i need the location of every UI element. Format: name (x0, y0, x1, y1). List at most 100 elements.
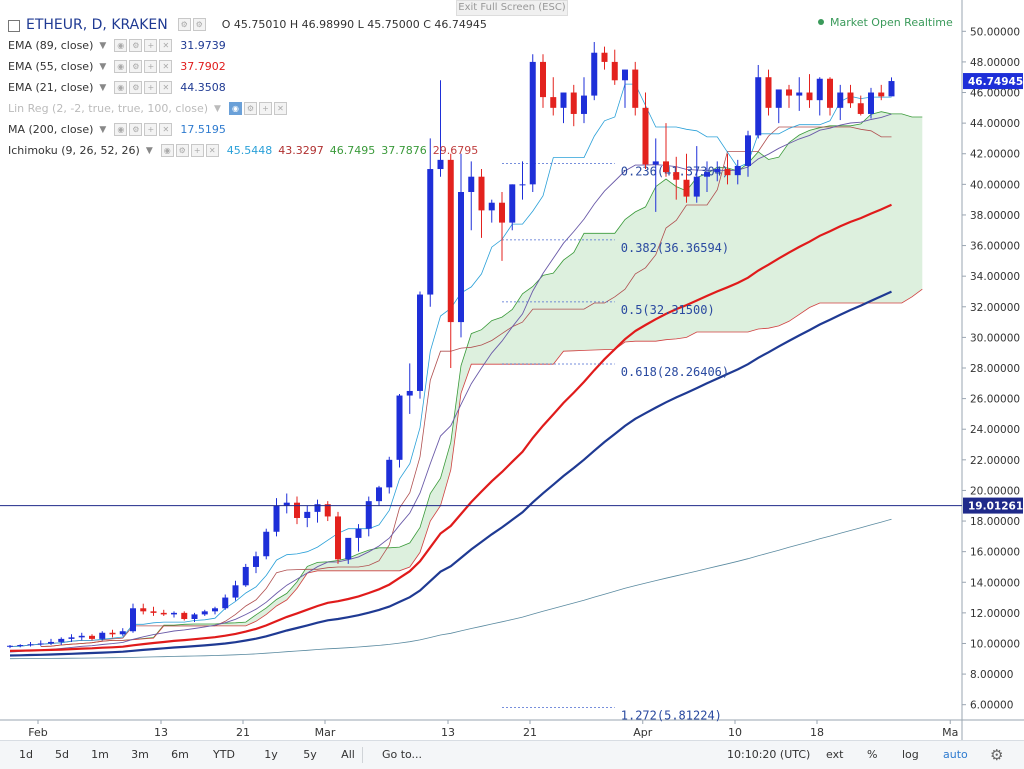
candle-body (437, 159, 444, 170)
timeframe-button[interactable]: 1m (91, 748, 109, 761)
candle-body (581, 95, 587, 114)
indicator-remove-icon[interactable]: ✕ (205, 144, 219, 157)
indicator-settings-icon[interactable]: ⚙ (129, 60, 143, 73)
auto-toggle[interactable]: auto (943, 748, 968, 761)
candle-body (406, 390, 413, 396)
indicator-remove-icon[interactable]: ✕ (159, 60, 173, 73)
timeframe-button[interactable]: 6m (171, 748, 189, 761)
indicator-row[interactable]: EMA (89, close) ▼ ◉ ⚙ + ✕ 31.9739 (8, 35, 487, 56)
indicator-settings-icon[interactable]: ⚙ (129, 81, 143, 94)
indicator-eye-icon[interactable]: ◉ (228, 102, 242, 115)
candle-body (37, 643, 44, 645)
candle-body (704, 172, 710, 177)
indicator-remove-icon[interactable]: ✕ (273, 102, 287, 115)
price-tick-label: 34.00000 (970, 271, 1020, 283)
indicator-row[interactable]: MA (200, close) ▼ ◉ ⚙ + ✕ 17.5195 (8, 119, 487, 140)
candle-body (304, 511, 311, 518)
chart-settings-gear-icon[interactable]: ⚙ (990, 746, 1004, 764)
timeframe-button[interactable]: All (341, 748, 355, 761)
timeframe-button[interactable]: YTD (213, 748, 235, 761)
indicator-remove-icon[interactable]: ✕ (159, 123, 173, 136)
symbol-gear-icon[interactable]: ⚙ (192, 18, 206, 31)
candle-body (386, 459, 393, 488)
indicator-value: 43.3297 (278, 144, 324, 157)
candle-body (755, 77, 762, 136)
price-chart[interactable]: 50.00000 48.00000 46.00000 44.00000 42.00000… (0, 0, 1024, 740)
candle-body (734, 165, 741, 176)
indicator-row[interactable]: Lin Reg (2, -2, true, true, 100, close) ▼… (8, 98, 487, 119)
indicator-row[interactable]: EMA (21, close) ▼ ◉ ⚙ + ✕ 44.3508 (8, 77, 487, 98)
indicator-add-icon[interactable]: + (144, 81, 158, 94)
ext-toggle[interactable]: ext (826, 748, 844, 761)
indicator-dropdown-icon[interactable]: ▼ (99, 61, 107, 72)
candle-body (89, 635, 95, 639)
candle-body (263, 531, 270, 557)
indicator-eye-icon[interactable]: ◉ (114, 81, 128, 94)
indicator-row[interactable]: EMA (55, close) ▼ ◉ ⚙ + ✕ 37.7902 (8, 56, 487, 77)
indicator-remove-icon[interactable]: ✕ (159, 81, 173, 94)
candle-body (27, 644, 34, 646)
utc-clock[interactable]: 10:10:20 (UTC) (727, 748, 811, 761)
candle-body (447, 159, 454, 323)
indicator-settings-icon[interactable]: ⚙ (129, 123, 143, 136)
exit-fullscreen-button[interactable]: Exit Full Screen (ESC) (456, 0, 568, 16)
candle-body (550, 97, 557, 108)
symbol-title: ETHEUR, D, KRAKEN (26, 16, 168, 33)
log-toggle[interactable]: log (902, 748, 919, 761)
indicator-settings-icon[interactable]: ⚙ (175, 144, 189, 157)
indicator-eye-icon[interactable]: ◉ (160, 144, 174, 157)
indicator-remove-icon[interactable]: ✕ (159, 39, 173, 52)
candle-body (160, 612, 167, 615)
indicator-dropdown-icon[interactable]: ▼ (99, 82, 107, 93)
settings-gear-icon[interactable]: ⚙ (177, 18, 191, 31)
price-tick-label: 18.00000 (970, 516, 1020, 528)
indicator-eye-icon[interactable]: ◉ (114, 123, 128, 136)
indicator-dropdown-icon[interactable]: ▼ (99, 124, 107, 135)
indicator-eye-icon[interactable]: ◉ (114, 39, 128, 52)
price-tick-label: 46.00000 (970, 88, 1020, 100)
percent-toggle[interactable]: % (867, 748, 878, 761)
indicator-add-icon[interactable]: + (144, 39, 158, 52)
indicator-eye-icon[interactable]: ◉ (114, 60, 128, 73)
collapse-legend-icon[interactable] (8, 19, 20, 32)
indicator-dropdown-icon[interactable]: ▼ (145, 145, 153, 156)
time-tick-label: 21 (523, 726, 537, 739)
timeframe-button[interactable]: 1d (19, 748, 33, 761)
candle-body (171, 612, 177, 615)
market-status-label: Market Open Realtime (830, 16, 953, 29)
indicator-add-icon[interactable]: + (190, 144, 204, 157)
candle-body (253, 556, 259, 567)
indicator-row[interactable]: Ichimoku (9, 26, 52, 26) ▼ ◉ ⚙ + ✕ 45.5448 43.3… (8, 140, 487, 161)
candle-body (765, 77, 772, 108)
fib-level-label: 0.382(36.36594) (621, 241, 729, 255)
ema55-line (9, 203, 892, 652)
candle-body (396, 395, 403, 460)
indicator-dropdown-icon[interactable]: ▼ (214, 103, 221, 114)
timeframe-button[interactable]: 1y (264, 748, 278, 761)
time-tick-label: 13 (441, 726, 455, 739)
candle-body (857, 103, 864, 114)
indicator-add-icon[interactable]: + (144, 60, 158, 73)
timeframe-button[interactable]: 3m (131, 748, 149, 761)
timeframe-button[interactable]: 5y (303, 748, 317, 761)
goto-button[interactable]: Go to... (381, 748, 423, 761)
time-tick-label: Mar (315, 726, 336, 739)
indicator-settings-icon[interactable]: ⚙ (129, 39, 143, 52)
candle-body (345, 537, 352, 560)
price-tick-label: 48.00000 (970, 57, 1020, 69)
candle-body (242, 566, 249, 586)
candle-body (181, 612, 188, 619)
candle-body (273, 505, 280, 532)
candle-body (119, 631, 126, 635)
fib-level-label: 1.272(5.81224) (621, 709, 722, 723)
candle-body (622, 69, 628, 81)
candle-body (673, 172, 680, 180)
indicator-value: 45.5448 (226, 144, 273, 157)
indicator-name: EMA (55, close) (8, 60, 94, 73)
indicator-dropdown-icon[interactable]: ▼ (99, 40, 107, 51)
indicator-add-icon[interactable]: + (144, 123, 158, 136)
timeframe-button[interactable]: 5d (55, 748, 69, 761)
indicator-add-icon[interactable]: + (258, 102, 272, 115)
indicator-settings-icon[interactable]: ⚙ (243, 102, 257, 115)
